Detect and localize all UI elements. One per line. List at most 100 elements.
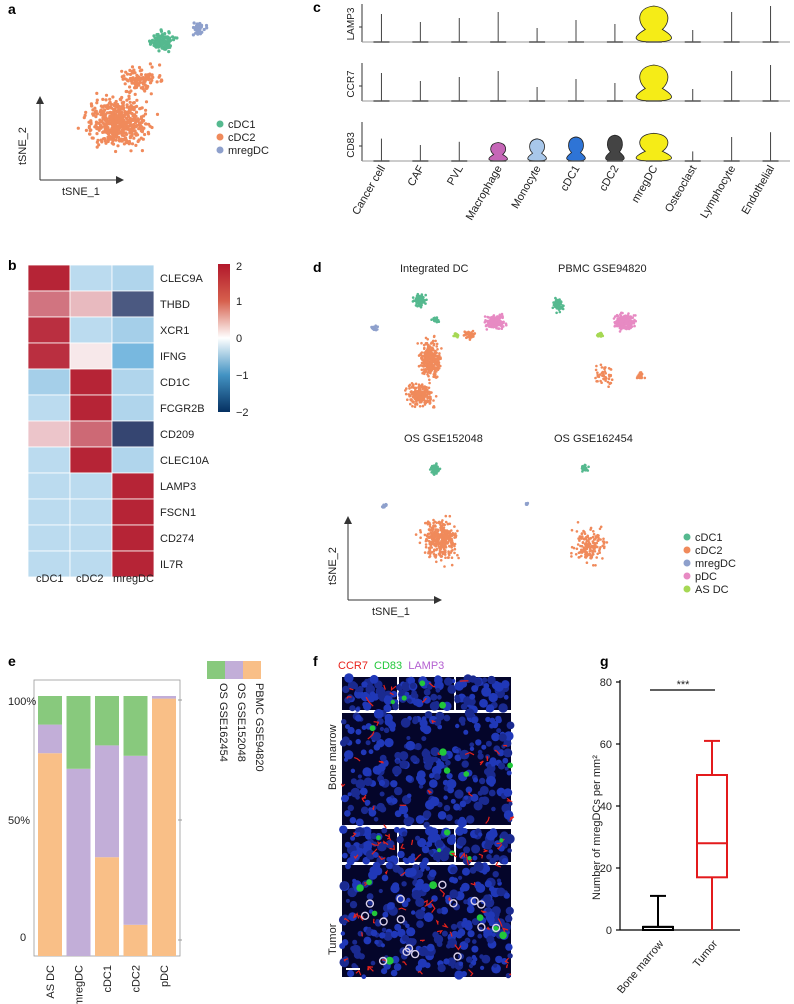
nucleus [347,804,354,812]
pd-point-cdc2 [406,398,409,402]
nucleus [466,905,475,914]
nucleus [368,807,373,812]
pd-point-cdc2 [470,331,473,334]
nucleus [426,943,435,952]
nucleus [397,928,406,938]
panel-c-violins: LAMP3 CCR7 CD83 Cancer cell CAF PVLMacroph… [346,4,790,222]
pa-point-cdc2 [155,80,159,84]
pd-point-cdc1 [430,318,433,322]
stacked-bar-segment [95,745,119,858]
nucleus [372,765,382,775]
ccr7-signal [361,794,367,803]
nucleus [433,934,444,944]
pd-point-cdc2 [580,544,584,548]
pd-point-cdc2 [456,553,459,557]
pd-point-cdc2 [420,368,424,372]
pd-point-cdc2 [443,550,447,553]
nucleus [502,757,509,764]
pa-point-cdc2 [107,130,111,134]
pd-point-cdc2 [404,389,407,392]
ccr7-signal [355,969,362,976]
nucleus [471,844,481,854]
ccr7-signal [340,783,346,788]
heatmap-cell [111,368,155,396]
pd-point-cdc2 [607,385,610,389]
pa-point-cdc2 [122,114,126,118]
pa-point-cdc2 [95,132,99,136]
pd-point-mregdc [385,503,388,507]
pa-point-cdc2 [111,95,115,99]
pd-point-cdc2 [596,545,599,549]
nucleus [436,694,442,700]
pd-point-cdc2 [428,381,431,385]
pa-point-cdc2 [127,139,131,144]
ccr7-signal [480,910,488,914]
nucleus [355,818,364,827]
pa-point-cdc2 [130,79,134,83]
heatmap-gene-label: IL7R [160,559,183,571]
pd-point-cdc2 [592,530,595,533]
pa-point-cdc1 [156,41,160,46]
nucleus [435,839,444,848]
pd-point-cdc2 [436,543,440,546]
pd-point-cdc2 [453,547,457,551]
pd-point-pdc [489,321,492,325]
cd83-signal [467,856,472,861]
ccr7-signal [372,918,376,924]
pa-point-cdc2 [98,123,103,127]
pa-point-cdc2 [135,98,139,102]
pd-point-cdc2 [465,336,468,340]
nucleus [350,768,356,773]
pd-point-pdc [615,321,619,324]
nucleus [484,880,492,888]
nucleus [477,933,483,939]
pd-point-mregdc [376,328,379,331]
pa-point-cdc2 [138,80,142,85]
pd-point-cdc2 [433,334,436,338]
pd-point-cdc2 [422,354,425,358]
pa-point-cdc2 [96,138,100,142]
nucleus [421,736,427,742]
nucleus [366,893,374,900]
nucleus [400,717,411,728]
pd-point-pdc [618,330,622,333]
nucleus [415,881,424,891]
nucleus [446,957,456,967]
pa-point-cdc2 [94,109,98,113]
ccr7-signal [390,685,397,691]
pa-point-cdc1 [153,36,157,40]
nucleus [437,964,446,973]
lamp3-signal [470,896,479,906]
pd-point-pdc [620,320,624,323]
pd-point-pdc [618,313,622,316]
nucleus [394,923,402,931]
pd-point-cdc1 [586,469,590,472]
pb-scale-m1: −1 [236,370,249,382]
pd-point-pdc [494,316,498,320]
nucleus [495,955,503,964]
nucleus [436,761,445,770]
nucleus [480,965,485,971]
pd-point-cdc1 [424,293,428,297]
nucleus [433,756,438,762]
pd-point-cdc2 [453,525,456,528]
pa-point-cdc2 [93,106,97,110]
nucleus [471,716,479,724]
pa-point-cdc2 [99,120,103,124]
pd-point-cdc1 [554,302,557,305]
nucleus [346,857,355,866]
nucleus [391,797,398,805]
pd-point-pdc [484,324,488,328]
pd-point-cdc2 [432,354,436,358]
pa-point-cdc2 [126,113,130,117]
pd-point-cdc2 [428,355,432,359]
pa-point-cdc2 [134,85,138,89]
ccr7-signal [450,852,458,858]
pe-legend: OS GSE162454 OS GSE152048 PBMC GSE94820 [207,661,265,772]
cd83-signal [419,680,426,687]
pa-point-cdc2 [125,89,129,94]
pa-point-cdc2 [117,104,121,109]
pa-point-cdc2 [110,141,114,145]
pd-point-pdc [505,323,508,327]
pd-point-cdc2 [435,342,439,346]
